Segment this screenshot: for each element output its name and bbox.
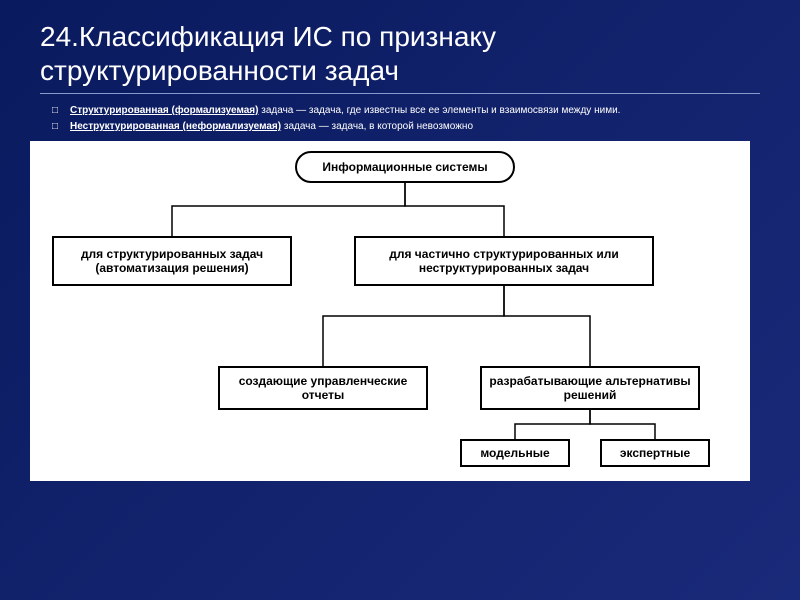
bullet-bold: Неструктурированная (неформализуемая) (70, 121, 281, 132)
edge-alt-expert (590, 410, 655, 439)
edge-root-part (405, 183, 504, 236)
bullet-rest: задача — задача, в которой невозможно (281, 121, 473, 132)
node-model: модельные (460, 439, 570, 467)
edge-part-alt (504, 286, 590, 366)
bullet-list: Структурированная (формализуемая) задача… (70, 104, 760, 133)
node-alt: разрабатывающие альтернативы решений (480, 366, 700, 410)
node-part: для частично структурированных или нестр… (354, 236, 654, 286)
bullet-item: Структурированная (формализуемая) задача… (70, 104, 760, 117)
slide-title: 24.Классификация ИС по признаку структур… (40, 20, 760, 94)
node-expert: экспертные (600, 439, 710, 467)
bullet-item: Неструктурированная (неформализуемая) за… (70, 120, 760, 133)
diagram-container: Информационные системы для структурирован… (30, 141, 750, 481)
edge-alt-model (515, 410, 590, 439)
edge-part-rep (323, 286, 504, 366)
node-rep: создающие управленческие отчеты (218, 366, 428, 410)
edge-root-struct (172, 183, 405, 236)
node-root: Информационные системы (295, 151, 515, 183)
bullet-rest: задача — задача, где известны все ее эле… (258, 105, 620, 116)
bullet-bold: Структурированная (формализуемая) (70, 105, 258, 116)
diagram-edges (30, 141, 750, 481)
node-struct: для структурированных задач (автоматизац… (52, 236, 292, 286)
